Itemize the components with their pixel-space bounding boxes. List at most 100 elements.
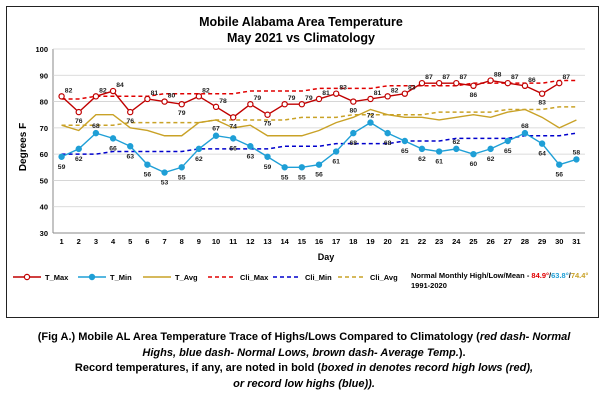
series-layer: [58, 77, 580, 176]
marker-t-max-day-2: [75, 108, 82, 116]
marker-t-max-day-7: [161, 98, 168, 105]
caption-line-2-a: Record temperatures, if any, are noted i…: [74, 362, 322, 374]
marker-t-max-day-9: [195, 93, 203, 100]
marker-t-max-day-27: [504, 79, 511, 87]
data-label-t-max-day-27: 87: [511, 74, 519, 81]
marker-t-min-day-17: [332, 148, 340, 155]
data-label-t-max-day-2: 76: [75, 118, 83, 125]
x-tick-label-11: 11: [229, 237, 237, 246]
marker-t-max-day-21: [401, 90, 409, 97]
data-label-t-max-day-19: 81: [374, 90, 382, 97]
normals-low: 63.8°: [551, 271, 569, 280]
grid-lines: [52, 48, 585, 234]
x-tick-label-18: 18: [349, 237, 357, 246]
data-label-t-min-day-21: 65: [401, 148, 409, 155]
marker-t-max-day-18: [350, 98, 357, 105]
marker-t-max-day-3: [92, 93, 100, 100]
data-label-t-min-day-9: 62: [195, 156, 203, 163]
marker-t-max-day-30: [556, 79, 563, 87]
marker-t-min-day-4: [109, 135, 117, 142]
marker-t-min-day-15: [298, 164, 306, 171]
marker-t-max-day-23: [435, 79, 443, 87]
marker-t-max-day-29: [538, 90, 546, 97]
marker-t-min-day-9: [195, 145, 203, 153]
legend-label-cli-max: Cli_Max: [240, 273, 269, 282]
x-tick-label-4: 4: [111, 237, 116, 246]
data-label-t-min-day-7: 53: [161, 180, 169, 187]
series-line-cli-avg: [61, 106, 577, 126]
marker-t-min-day-23: [435, 148, 443, 155]
y-axis-label: Degrees F: [18, 123, 29, 171]
data-label-t-min-day-11: 66: [229, 145, 237, 152]
data-label-t-max-day-10: 78: [219, 98, 227, 105]
marker-t-max-day-5: [127, 108, 134, 116]
x-tick-label-24: 24: [452, 237, 461, 246]
marker-t-max-day-6: [144, 95, 151, 103]
data-label-t-min-day-26: 62: [487, 156, 495, 163]
marker-t-min-day-30: [556, 161, 563, 168]
caption-line-2: Record temperatures, if any, are noted i…: [20, 361, 588, 377]
series-line-t-avg: [61, 108, 577, 137]
data-label-t-max-day-16: 81: [322, 90, 330, 97]
x-tick-label-14: 14: [281, 237, 290, 246]
marker-t-max-day-16: [315, 95, 323, 103]
x-tick-label-23: 23: [435, 237, 443, 246]
legend-label-cli-avg: Cli_Avg: [370, 273, 398, 282]
data-label-t-min-day-2: 62: [75, 156, 83, 163]
y-tick-label-30: 30: [40, 229, 48, 238]
normals-high: 84.9°: [531, 271, 549, 280]
data-label-t-max-day-12: 79: [254, 95, 262, 102]
data-label-t-min-day-16: 56: [315, 172, 323, 179]
y-tick-label-90: 90: [40, 71, 48, 80]
data-label-t-max-day-30: 87: [562, 74, 570, 81]
data-label-t-max-day-29: 83: [538, 100, 546, 107]
y-tick-label-70: 70: [40, 124, 48, 133]
data-label-t-min-day-29: 64: [538, 151, 546, 158]
marker-t-min-day-11: [229, 135, 237, 142]
data-label-t-max-day-14: 79: [288, 95, 296, 102]
chart-subtitle: May 2021 vs Climatology: [227, 31, 375, 45]
data-label-t-max-day-3: 82: [99, 87, 107, 94]
figure-caption: (Fig A.) Mobile AL Area Temperature Trac…: [20, 330, 588, 392]
x-tick-label-31: 31: [572, 237, 580, 246]
legend-label-cli-min: Cli_Min: [305, 273, 332, 282]
data-label-t-max-day-24: 87: [460, 74, 468, 81]
data-label-t-min-day-24: 62: [453, 139, 461, 146]
data-label-t-max-day-6: 81: [151, 90, 159, 97]
marker-t-min-day-3: [92, 129, 100, 137]
marker-t-min-day-2: [75, 145, 82, 153]
data-label-t-min-day-19: 72: [367, 113, 375, 120]
x-tick-label-26: 26: [486, 237, 494, 246]
marker-t-min-day-21: [401, 137, 409, 145]
data-label-t-min-day-20: 68: [384, 140, 392, 147]
marker-t-max-day-20: [384, 93, 391, 100]
x-tick-label-13: 13: [263, 237, 271, 246]
x-tick-label-8: 8: [180, 237, 184, 246]
x-tick-label-27: 27: [504, 237, 512, 246]
marker-t-min-day-19: [367, 119, 374, 126]
x-tick-label-28: 28: [521, 237, 529, 246]
x-tick-label-19: 19: [366, 237, 374, 246]
data-label-t-min-day-28: 68: [521, 123, 529, 130]
data-label-t-min-day-18: 68: [350, 140, 358, 147]
data-label-t-min-day-23: 61: [435, 159, 443, 166]
data-label-t-min-day-13: 59: [264, 164, 272, 171]
data-label-t-max-day-15: 79: [305, 95, 313, 102]
x-tick-label-29: 29: [538, 237, 546, 246]
x-tick-label-20: 20: [383, 237, 391, 246]
data-label-t-max-day-7: 80: [168, 93, 176, 100]
temperature-chart: Mobile Alabama Area Temperature May 2021…: [13, 15, 588, 290]
marker-t-max-day-25: [470, 82, 477, 90]
data-label-t-max-day-18: 80: [350, 108, 358, 115]
data-label-t-min-day-1: 59: [58, 164, 66, 171]
data-label-t-min-day-3: 68: [92, 123, 100, 130]
data-label-t-max-day-1: 82: [65, 87, 73, 94]
marker-t-max-day-28: [521, 82, 529, 90]
data-label-t-max-day-5: 76: [126, 118, 134, 125]
data-label-t-min-day-15: 55: [298, 174, 306, 181]
data-label-t-max-day-22: 87: [425, 74, 433, 81]
marker-t-min-day-18: [350, 129, 357, 137]
data-label-t-max-day-20: 82: [391, 87, 399, 94]
marker-t-max-day-8: [178, 100, 185, 108]
x-tick-label-16: 16: [315, 237, 323, 246]
